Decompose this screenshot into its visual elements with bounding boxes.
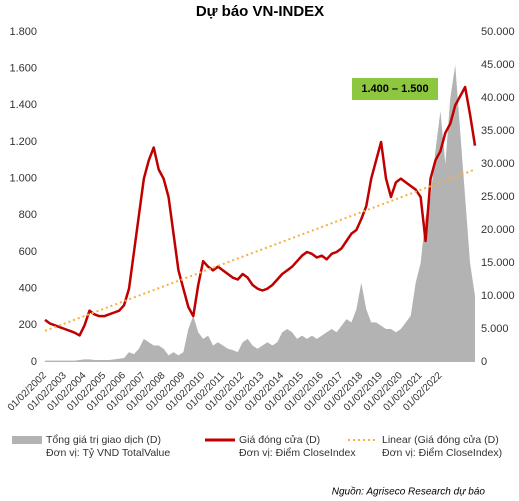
y2-tick-label: 30.000 [481,158,515,170]
y2-tick-label: 5.000 [481,323,509,335]
y-tick-label: 1.400 [9,99,37,111]
legend-unit: Đơn vị: Tỷ VND TotalValue [46,447,170,459]
y-tick-label: 600 [19,246,37,258]
y-tick-label: 0 [31,356,37,368]
y2-tick-label: 40.000 [481,92,515,104]
y2-tick-label: 25.000 [481,191,515,203]
legend-label: Linear (Giá đóng cửa (D) [382,434,499,446]
y-tick-label: 1.600 [9,63,37,75]
y-tick-label: 1.000 [9,173,37,185]
chart-title: Dự báo VN-INDEX [196,3,324,20]
y2-tick-label: 0 [481,356,487,368]
annotation-box [352,78,438,100]
y-tick-label: 1.800 [9,26,37,38]
y-tick-label: 400 [19,283,37,295]
legend-label: Giá đóng cửa (D) [239,434,320,446]
legend-unit: Đơn vị: Điểm CloseIndex) [382,447,502,459]
close-line [44,85,477,337]
legend-swatch [12,436,42,444]
y2-tick-label: 35.000 [481,125,515,137]
source: Nguồn: Agriseco Research dự báo [332,486,486,498]
y2-tick-label: 10.000 [481,290,515,302]
y-tick-label: 200 [19,319,37,331]
y-tick-label: 1.200 [9,136,37,148]
legend-label: Tổng giá trị giao dịch (D) [46,434,161,446]
trend-line [44,168,476,332]
annotation: 1.400 – 1.500 [361,83,428,95]
volume-area [45,65,475,362]
y2-tick-label: 20.000 [481,224,515,236]
y2-tick-label: 15.000 [481,257,515,269]
legend-unit: Đơn vị: Điểm CloseIndex [239,447,356,459]
y-tick-label: 800 [19,209,37,221]
y2-tick-label: 50.000 [481,26,515,38]
y2-tick-label: 45.000 [481,59,515,71]
